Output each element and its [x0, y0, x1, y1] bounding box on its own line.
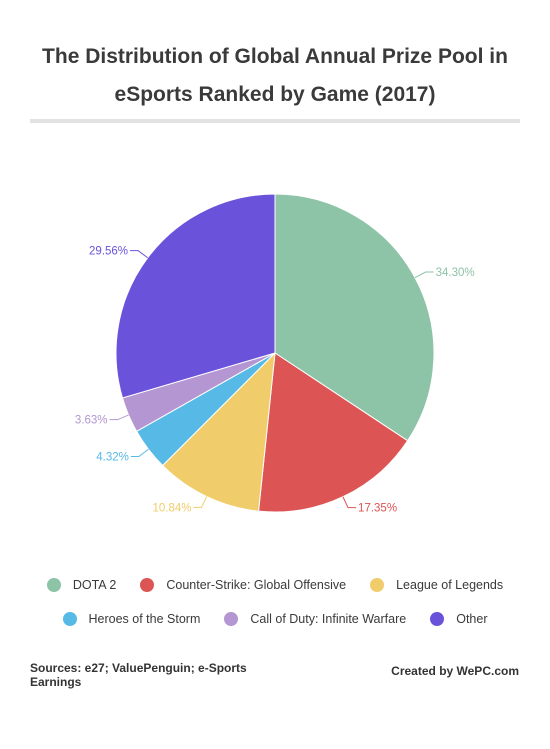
- legend-item-dota-2: DOTA 2: [46, 578, 117, 592]
- leader-line: [109, 414, 129, 421]
- data-label: 17.35%: [358, 503, 397, 515]
- legend-row-1: DOTA 2 Counter-Strike: Global Offensive …: [0, 578, 550, 592]
- legend-label: DOTA 2: [72, 578, 117, 592]
- legend-row-2: Heroes of the Storm Call of Duty: Infini…: [0, 612, 550, 626]
- data-label: 10.84%: [152, 502, 191, 514]
- data-label: 4.32%: [96, 452, 129, 464]
- data-label: 3.63%: [75, 415, 108, 427]
- sources-note: Sources: e27; ValuePenguin; e-Sports Ear…: [30, 661, 247, 689]
- leader-line: [130, 250, 148, 259]
- data-label: 29.56%: [89, 246, 128, 258]
- pie-slice-league-of-legends: [161, 351, 276, 512]
- legend-label: Heroes of the Storm: [88, 612, 201, 626]
- legend-swatch: [140, 578, 155, 592]
- pie-slice-other: [115, 193, 276, 399]
- legend-swatch: [62, 612, 77, 626]
- leader-line: [414, 271, 434, 279]
- leader-line: [193, 496, 208, 508]
- legend-swatch: [46, 578, 61, 592]
- legend-swatch: [430, 612, 445, 626]
- legend-swatch: [370, 578, 385, 592]
- chart-title-line-2: eSports Ranked by Game (2017): [114, 83, 436, 106]
- data-label: 34.30%: [436, 267, 475, 279]
- pie-chart: 34.30% 17.35% 10.84% 4.32% 3.63% 29.56%: [75, 193, 475, 515]
- credit-note: Created by WePC.com: [391, 664, 519, 678]
- legend-label: Counter-Strike: Global Offensive: [166, 578, 347, 592]
- leader-line: [342, 496, 357, 509]
- leader-line: [130, 448, 149, 458]
- chart-title: The Distribution of Global Annual Prize …: [0, 38, 550, 114]
- legend-label: Call of Duty: Infinite Warfare: [250, 612, 407, 626]
- legend-item-heroes-of-the-storm: Heroes of the Storm: [62, 612, 201, 626]
- chart-title-line-1: The Distribution of Global Annual Prize …: [42, 45, 508, 68]
- title-divider: [30, 119, 520, 123]
- legend-item-cs-go: Counter-Strike: Global Offensive: [140, 578, 346, 592]
- legend-item-call-of-duty: Call of Duty: Infinite Warfare: [224, 612, 406, 626]
- legend-item-league-of-legends: League of Legends: [370, 578, 503, 592]
- legend-swatch: [224, 612, 239, 626]
- legend-label: Other: [456, 612, 488, 626]
- legend-label: League of Legends: [396, 578, 504, 592]
- pie-slice-counter-strike-global-offensive: [257, 352, 409, 513]
- legend-item-other: Other: [430, 612, 487, 626]
